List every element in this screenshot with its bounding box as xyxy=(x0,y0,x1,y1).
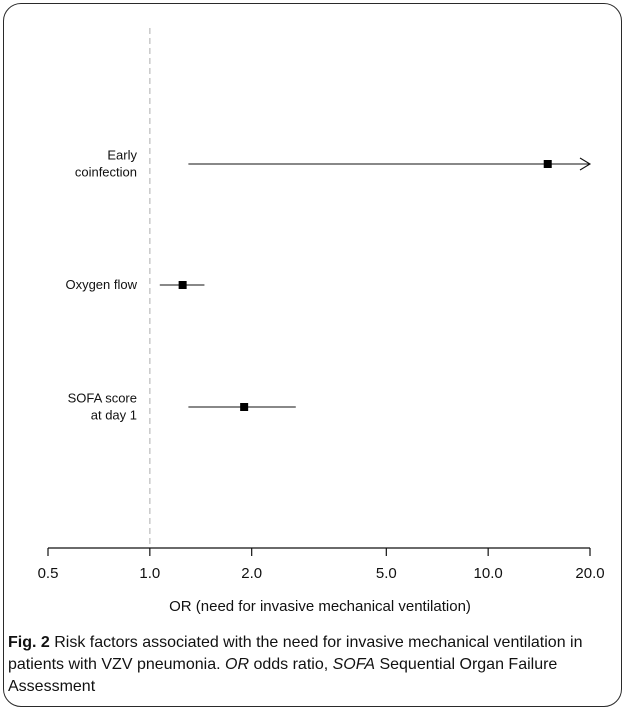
row-label: at day 1 xyxy=(91,408,137,423)
figure-caption: Fig. 2 Risk factors associated with the … xyxy=(0,632,618,698)
x-tick-label: 1.0 xyxy=(139,565,160,582)
figure-label: Fig. 2 xyxy=(8,634,50,651)
x-axis-label: OR (need for invasive mechanical ventila… xyxy=(169,598,471,615)
x-tick-label: 10.0 xyxy=(474,565,503,582)
or-point xyxy=(543,160,552,168)
row-label: coinfection xyxy=(75,165,137,180)
forest-row: Early coinfection xyxy=(75,148,592,180)
figure-frame xyxy=(3,3,622,707)
or-point xyxy=(240,403,249,411)
row-label: SOFA score xyxy=(68,391,137,406)
row-label: Oxygen flow xyxy=(65,277,137,292)
forest-row: Oxygen flow xyxy=(65,277,205,292)
caption-text-1: Risk factors associated with the need fo… xyxy=(8,634,583,673)
forest-row: SOFA score at day 1 xyxy=(68,391,296,423)
x-tick-label: 20.0 xyxy=(575,565,604,582)
row-label: Early xyxy=(107,148,137,163)
abbr-or: OR xyxy=(225,656,250,673)
or-point xyxy=(178,281,187,289)
x-tick-label: 2.0 xyxy=(241,565,262,582)
x-tick-label: 5.0 xyxy=(376,565,397,582)
caption-text-2: odds ratio, xyxy=(249,656,333,673)
x-tick-label: 0.5 xyxy=(38,565,59,582)
caption-text-3: Sequential Organ Failure Assessment xyxy=(8,656,558,695)
ci-arrow xyxy=(579,157,592,171)
abbr-sofa: SOFA xyxy=(332,656,375,673)
forest-plot: Early coinfection Oxygen flow SOFA score at … xyxy=(38,28,605,615)
